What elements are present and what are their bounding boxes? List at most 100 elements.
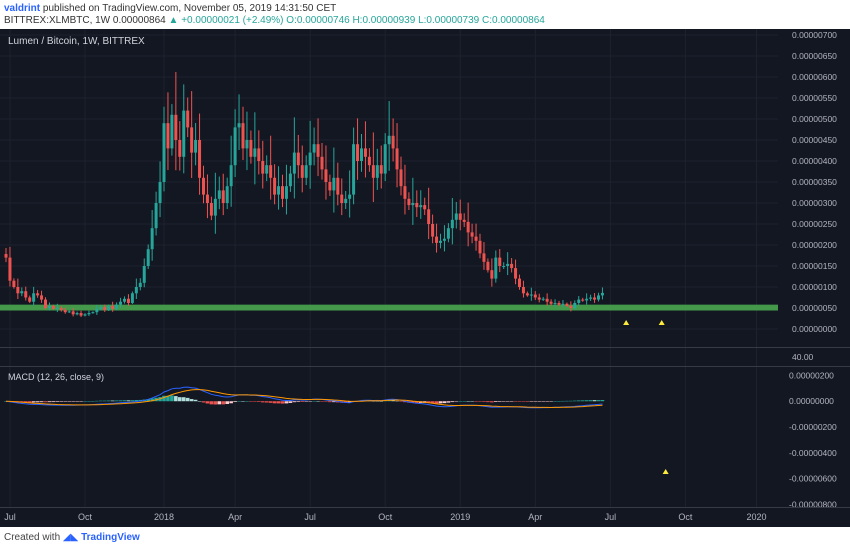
candle-body-82 xyxy=(328,182,332,191)
ohlc-values: O:0.00000746 H:0.00000939 L:0.00000739 C… xyxy=(286,15,545,26)
candle-body-142 xyxy=(565,303,569,306)
macd-bar-143 xyxy=(569,400,573,402)
candle-56 xyxy=(225,177,229,210)
candle-126 xyxy=(502,262,506,270)
candle-84 xyxy=(336,162,340,206)
candle-137 xyxy=(545,293,549,306)
candle-4 xyxy=(20,287,24,297)
macd-bar-53 xyxy=(213,401,218,405)
candle-body-85 xyxy=(340,194,344,203)
candle-body-120 xyxy=(478,240,482,254)
candle-body-16 xyxy=(67,311,71,313)
candle-92 xyxy=(367,148,371,172)
macd-bar-117 xyxy=(466,401,470,402)
tradingview-brand[interactable]: TradingView xyxy=(81,532,140,543)
price-chart[interactable]: Lumen / Bitcoin, 1W, BITTREX 0.000000000… xyxy=(0,29,850,527)
macd-bar-118 xyxy=(470,401,474,402)
macd-bar-133 xyxy=(529,401,534,402)
candle-body-34 xyxy=(138,282,142,287)
candle-29 xyxy=(119,297,123,308)
candle-104 xyxy=(415,190,419,217)
author-name[interactable]: valdrint xyxy=(4,3,41,14)
candle-20 xyxy=(83,313,87,317)
candle-35 xyxy=(142,258,146,288)
candle-36 xyxy=(146,244,150,270)
candle-119 xyxy=(474,223,478,251)
macd-bar-61 xyxy=(245,401,249,402)
macd-bar-26 xyxy=(106,400,111,402)
candle-body-108 xyxy=(431,224,435,237)
price-tick-1: 0.00000050 xyxy=(792,303,837,313)
candle-body-116 xyxy=(462,219,466,222)
macd-bar-127 xyxy=(505,401,510,402)
candle-body-74 xyxy=(296,152,300,166)
candle-body-60 xyxy=(241,123,245,149)
macd-bar-47 xyxy=(189,399,194,402)
macd-bar-27 xyxy=(110,400,115,402)
macd-bar-25 xyxy=(102,400,107,402)
candle-143 xyxy=(569,301,573,312)
candle-body-50 xyxy=(202,177,205,195)
macd-bar-64 xyxy=(257,401,261,402)
macd-bar-15 xyxy=(63,401,68,402)
macd-bar-107 xyxy=(426,401,431,404)
price-tick-8: 0.00000400 xyxy=(792,156,837,166)
time-tick-3: Apr xyxy=(228,512,242,522)
created-with: Created with ◢◣ TradingView xyxy=(4,532,140,543)
signal-markers xyxy=(623,320,665,325)
candle-91 xyxy=(363,121,367,178)
candle-86 xyxy=(344,190,348,210)
price-tick-5: 0.00000250 xyxy=(792,219,837,229)
macd-bar-150 xyxy=(596,400,601,402)
candle-129 xyxy=(514,259,518,285)
macd-bar-151 xyxy=(600,400,605,402)
candle-body-138 xyxy=(549,301,553,304)
candle-body-112 xyxy=(446,228,450,239)
macd-bar-101 xyxy=(403,401,407,403)
macd-bar-29 xyxy=(118,400,123,402)
candle-body-23 xyxy=(95,308,99,313)
candle-40 xyxy=(162,106,166,192)
time-tick-10: 2020 xyxy=(746,512,766,522)
macd-bar-78 xyxy=(312,400,316,402)
candle-body-15 xyxy=(63,310,67,313)
macd-bar-142 xyxy=(565,400,569,402)
candle-body-150 xyxy=(597,295,600,300)
chart-header: valdrint published on TradingView.com, N… xyxy=(0,0,850,28)
time-tick-0: Jul xyxy=(4,512,16,522)
macd-bar-44 xyxy=(178,397,182,402)
macd-bar-145 xyxy=(576,400,581,402)
candle-71 xyxy=(284,164,288,215)
time-tick-5: Oct xyxy=(378,512,393,522)
candle-103 xyxy=(411,177,415,225)
candle-69 xyxy=(277,166,281,210)
candle-body-140 xyxy=(557,302,561,305)
candle-66 xyxy=(265,155,269,182)
candle-64 xyxy=(257,130,261,175)
candle-body-35 xyxy=(142,266,146,283)
candle-body-146 xyxy=(581,299,585,301)
macd-bar-74 xyxy=(296,401,301,402)
macd-axis: 0.00000200 0.00000000 -0.00000200 -0.000004… xyxy=(789,370,837,509)
candle-150 xyxy=(597,292,600,302)
support-band xyxy=(0,304,778,311)
macd-bar-94 xyxy=(375,400,380,402)
macd-bar-48 xyxy=(193,399,198,402)
candle-80 xyxy=(320,143,324,180)
candle-body-106 xyxy=(423,205,427,210)
candle-body-96 xyxy=(383,144,387,174)
macd-bar-76 xyxy=(304,401,308,402)
candle-118 xyxy=(470,223,474,244)
candle-110 xyxy=(439,233,442,249)
candle-body-78 xyxy=(312,144,316,153)
candle-body-66 xyxy=(265,165,269,174)
candle-117 xyxy=(466,202,470,247)
candle-38 xyxy=(154,191,158,236)
candle-122 xyxy=(486,258,490,273)
candle-31 xyxy=(126,294,130,307)
candle-body-41 xyxy=(166,123,170,149)
candle-body-54 xyxy=(217,190,221,199)
time-tick-1: Oct xyxy=(78,512,93,522)
macd-bar-100 xyxy=(399,401,403,402)
candle-7 xyxy=(32,286,36,306)
